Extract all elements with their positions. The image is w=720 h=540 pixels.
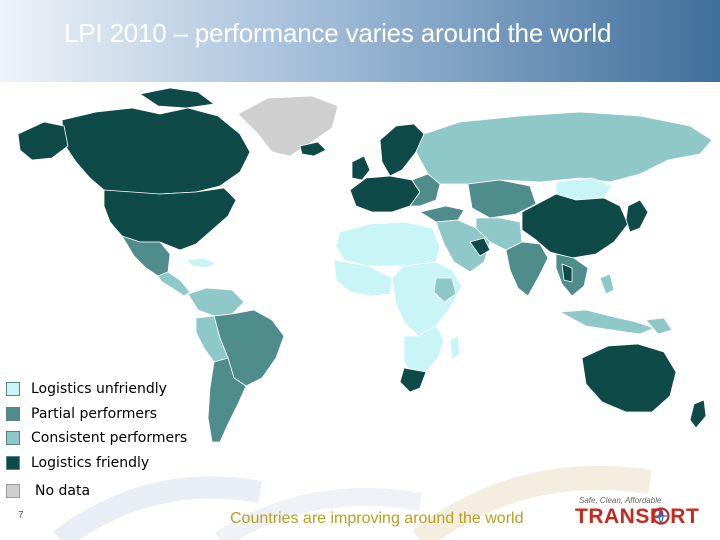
- legend-label: Consistent performers: [31, 430, 188, 446]
- world-map: [17, 87, 713, 443]
- region-middle-east: [435, 219, 491, 273]
- region-caribbean: [185, 257, 217, 269]
- region-gulf-states: [469, 237, 491, 257]
- region-madagascar: [449, 335, 461, 361]
- region-argentina-chile: [207, 357, 247, 443]
- legend-label: Logistics friendly: [31, 455, 150, 471]
- slide-title: LPI 2010 – performance varies around the…: [64, 18, 612, 48]
- region-central-asia: [467, 179, 537, 219]
- footer-tagline: Countries are improving around the world: [230, 510, 524, 527]
- logo-wordmark: TRANSP RT: [575, 505, 700, 528]
- region-new-zealand: [689, 399, 707, 429]
- legend-label: Logistics unfriendly: [31, 381, 167, 397]
- region-iceland: [299, 141, 327, 157]
- logo-subtitle: Safe, Clean, Affordable: [579, 496, 662, 505]
- region-colombia-venezuela: [187, 287, 245, 317]
- title-banner: LPI 2010 – performance varies around the…: [0, 0, 720, 82]
- legend-swatch: [6, 456, 20, 470]
- region-turkey: [419, 205, 465, 223]
- region-thailand: [561, 263, 573, 283]
- legend-swatch: [6, 484, 20, 498]
- legend-swatch: [6, 382, 20, 396]
- region-japan-korea: [625, 199, 649, 233]
- region-canada: [61, 107, 251, 195]
- region-south-africa: [399, 367, 427, 393]
- region-southern-africa: [403, 325, 445, 377]
- region-alaska: [17, 121, 69, 161]
- legend-label: Partial performers: [31, 406, 158, 422]
- logo-globe-icon: [652, 507, 670, 525]
- region-india: [505, 241, 549, 297]
- transport-logo: Safe, Clean, Affordable TRANSP RT: [575, 496, 705, 532]
- region-papua-new-guinea: [645, 317, 673, 335]
- region-central-east-africa: [391, 261, 463, 337]
- legend-swatch: [6, 407, 20, 421]
- region-western-europe: [349, 175, 421, 213]
- legend-swatch: [6, 431, 20, 445]
- page-number: 7: [18, 510, 24, 521]
- region-west-africa: [333, 259, 393, 297]
- region-china: [521, 193, 629, 259]
- region-east-africa-partial: [433, 277, 457, 303]
- region-north-africa: [335, 221, 441, 267]
- region-greenland: [237, 95, 339, 157]
- legend-label: No data: [35, 483, 91, 499]
- region-uk: [351, 155, 371, 181]
- region-russia: [415, 111, 713, 185]
- background-watermark: [53, 465, 652, 540]
- region-usa: [103, 187, 237, 251]
- region-indonesia: [559, 309, 655, 335]
- region-central-america: [157, 271, 191, 297]
- region-arctic-islands: [139, 87, 215, 109]
- region-australia: [581, 343, 677, 413]
- region-philippines: [599, 273, 615, 295]
